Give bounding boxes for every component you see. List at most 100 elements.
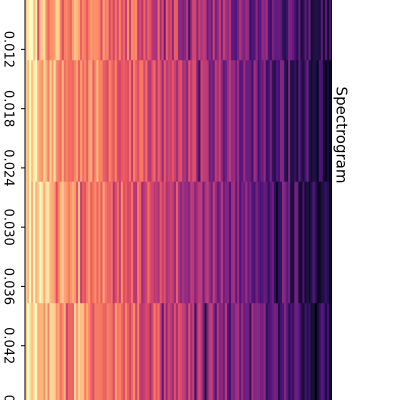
spectrogram-cell — [196, 60, 199, 183]
spectrogram-cell — [247, 0, 250, 61]
spectrogram-cell — [326, 303, 330, 400]
spectrogram-cell — [35, 303, 38, 400]
spectrogram-cell — [190, 0, 193, 61]
spectrogram-cell — [257, 181, 260, 304]
spectrogram-cell — [296, 303, 299, 400]
spectrogram-cell — [249, 0, 252, 61]
spectrogram-cell — [65, 181, 69, 304]
spectrogram-cell — [102, 181, 105, 304]
spectrogram-cell — [273, 303, 277, 400]
spectrogram-cell — [275, 181, 279, 304]
spectrogram-cell — [161, 60, 165, 183]
spectrogram-cell — [167, 181, 171, 304]
spectrogram-cell — [298, 303, 301, 400]
spectrogram-cell — [198, 60, 201, 183]
spectrogram-cell — [312, 0, 315, 61]
spectrogram-cell — [214, 181, 218, 304]
spectrogram-cell — [194, 181, 197, 304]
spectrogram-cell — [80, 303, 83, 400]
spectrogram-cell — [124, 0, 128, 61]
spectrogram-cell — [69, 181, 73, 304]
spectrogram-cell — [43, 303, 46, 400]
spectrogram-cell — [159, 303, 162, 400]
spectrogram-cell — [198, 181, 201, 304]
spectrogram-cell — [320, 0, 324, 61]
spectrogram-cell — [239, 60, 242, 183]
spectrogram-cell — [151, 303, 154, 400]
spectrogram-cell — [237, 0, 240, 61]
spectrogram-cell — [259, 60, 262, 183]
spectrogram-cell — [143, 0, 146, 61]
spectrogram-cell — [175, 181, 179, 304]
spectrogram-cell — [110, 303, 114, 400]
spectrogram-cell — [88, 181, 91, 304]
spectrogram-cell — [271, 181, 275, 304]
spectrogram-cell — [163, 181, 167, 304]
spectrogram-cell — [328, 181, 332, 304]
spectrogram-cell — [178, 60, 181, 183]
spectrogram-cell — [67, 60, 71, 183]
spectrogram-cell — [233, 60, 236, 183]
time-tick-label: 0.012 — [1, 31, 16, 68]
spectrogram-cell — [253, 0, 256, 61]
spectrogram-cell — [151, 181, 154, 304]
spectrogram-cell — [88, 60, 91, 183]
spectrogram-cell — [263, 181, 267, 304]
spectrogram-cell — [182, 60, 185, 183]
spectrogram-cell — [210, 60, 213, 183]
spectrogram-cell — [80, 181, 83, 304]
spectrogram-cell — [269, 60, 273, 183]
spectrogram-cell — [106, 60, 109, 183]
spectrogram-cell — [255, 0, 258, 61]
spectrogram-cell — [245, 181, 248, 304]
spectrogram-cell — [182, 303, 185, 400]
spectrogram-cell — [212, 181, 216, 304]
spectrogram-cell — [55, 303, 58, 400]
spectrogram-cell — [59, 0, 63, 61]
spectrogram-cell — [255, 181, 258, 304]
spectrogram-cell — [25, 181, 28, 304]
spectrogram-cell — [153, 181, 156, 304]
spectrogram-cell — [280, 181, 283, 304]
spectrogram-cell — [243, 181, 246, 304]
spectrogram-cell — [65, 60, 69, 183]
spectrogram-cell — [100, 303, 103, 400]
spectrogram-cell — [82, 181, 85, 304]
spectrogram-cell — [167, 303, 171, 400]
spectrogram-cell — [61, 181, 65, 304]
spectrogram-cell — [286, 181, 289, 304]
spectrogram-cell — [39, 303, 42, 400]
spectrogram-cell — [294, 303, 297, 400]
spectrogram-cell — [255, 60, 258, 183]
spectrogram-cell — [86, 181, 89, 304]
spectrogram-cell — [231, 303, 234, 400]
spectrogram-cell — [290, 0, 293, 61]
spectrogram-cell — [218, 0, 222, 61]
spectrogram-cell — [216, 303, 220, 400]
spectrogram-cell — [57, 0, 60, 61]
spectrogram-cell — [249, 181, 252, 304]
spectrogram-cell — [273, 181, 277, 304]
spectrogram-cell — [29, 303, 32, 400]
spectrogram-cell — [202, 60, 205, 183]
spectrogram-cell — [69, 60, 73, 183]
spectrogram-cell — [59, 303, 63, 400]
spectrogram-cell — [112, 60, 116, 183]
spectrogram-cell — [224, 181, 228, 304]
spectrogram-cell — [218, 303, 222, 400]
spectrogram-cell — [175, 0, 179, 61]
spectrogram-cell — [186, 181, 189, 304]
spectrogram-cell — [147, 181, 150, 304]
spectrogram-cell — [269, 0, 273, 61]
spectrogram-cell — [145, 60, 148, 183]
spectrogram-cell — [157, 60, 160, 183]
spectrogram-frame — [25, 303, 332, 400]
spectrogram-cell — [198, 0, 201, 61]
spectrogram-cell — [210, 0, 213, 61]
spectrogram-cell — [316, 181, 320, 304]
spectrogram-cell — [267, 181, 271, 304]
spectrogram-cell — [61, 0, 65, 61]
spectrogram-cell — [155, 0, 158, 61]
spectrogram-cell — [310, 303, 313, 400]
spectrogram-cell — [226, 60, 230, 183]
